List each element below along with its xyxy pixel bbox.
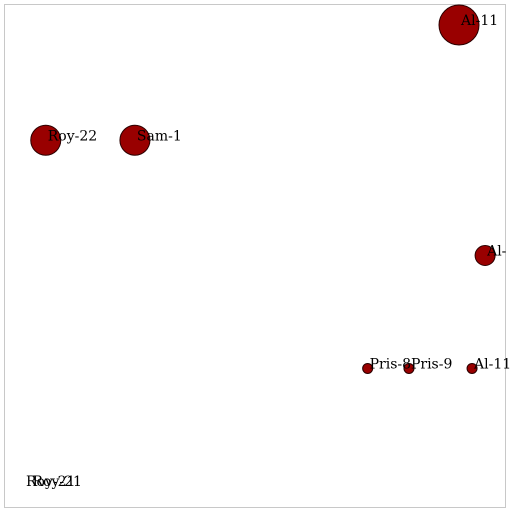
node-label-3: Al- — [486, 244, 507, 260]
node-2 — [119, 124, 151, 156]
node-label-4: Pris-8 — [370, 356, 411, 372]
node-4 — [362, 362, 374, 374]
node-label-7: Roy-21 — [26, 474, 75, 490]
node-label-8: Roy-21 — [33, 474, 82, 490]
node-6 — [466, 362, 478, 374]
node-label-6: Al-11 — [473, 356, 511, 372]
node-5 — [403, 362, 415, 374]
nodes-layer — [30, 4, 496, 374]
plot-frame — [4, 4, 506, 508]
node-label-5: Pris-9 — [411, 356, 452, 372]
node-label-1: Roy-22 — [48, 128, 97, 144]
node-1 — [30, 124, 62, 156]
node-label-0: Al-11 — [460, 13, 498, 29]
node-label-2: Sam-1 — [137, 128, 182, 144]
node-0 — [438, 4, 480, 46]
node-3 — [474, 245, 496, 266]
labels-layer: Al-11 Roy-22 Sam-1 Al- Pris-8 Pris-9 Al-11 Roy-… — [26, 13, 511, 490]
